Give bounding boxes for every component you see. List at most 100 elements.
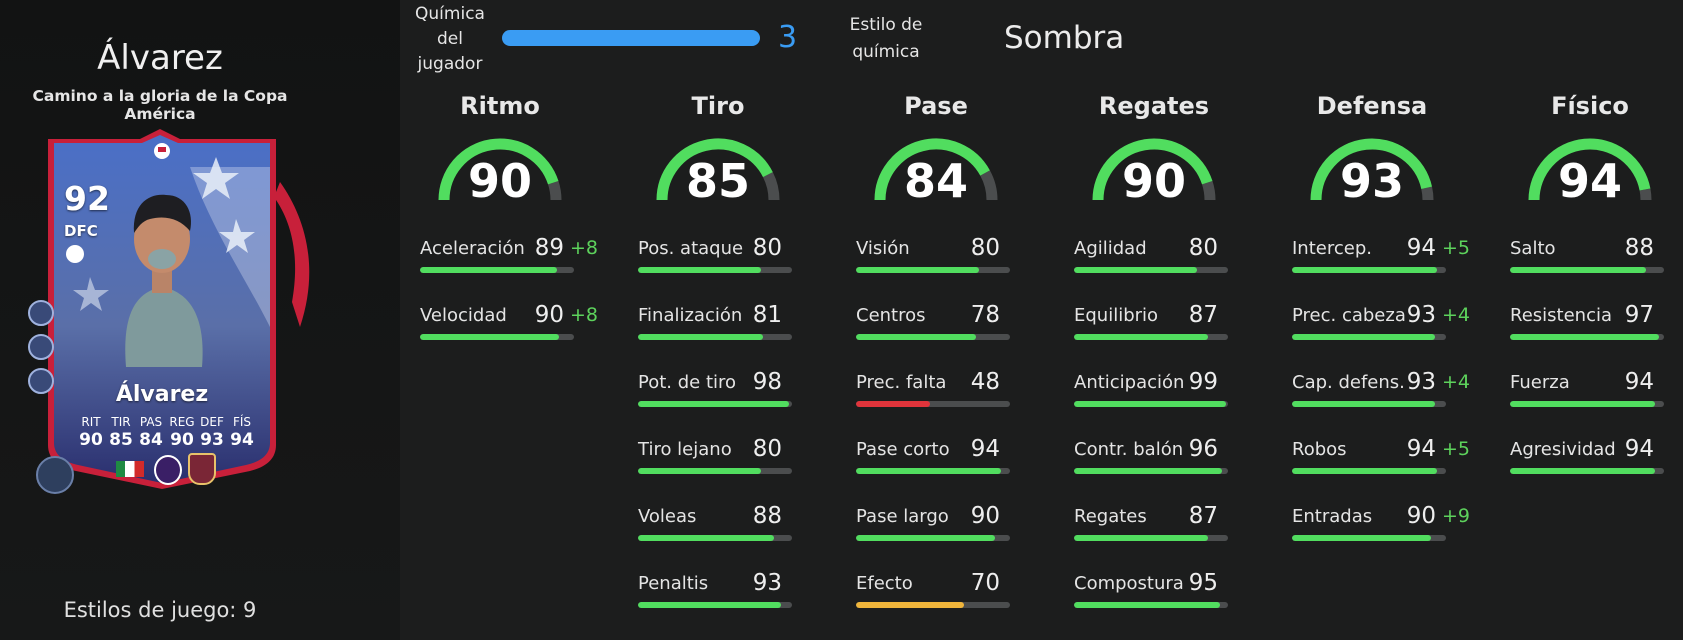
stat-value: 94 [1624, 436, 1654, 462]
category-gauge [874, 138, 998, 201]
card-stat-value: 93 [200, 430, 224, 450]
stat-value: 80 [1188, 235, 1218, 261]
stat-bar-fill [856, 602, 964, 608]
stat-row[interactable]: Compostura 95 [1064, 570, 1264, 613]
stat-row[interactable]: Visión 80 [846, 235, 1046, 278]
playstyle-icon[interactable] [28, 300, 54, 326]
stat-row[interactable]: Contr. balón 96 [1064, 436, 1264, 479]
gauge-track [980, 170, 998, 201]
stat-label: Robos [1292, 439, 1347, 460]
stat-bar-fill [420, 267, 558, 273]
stat-bar [1074, 267, 1228, 273]
stat-label: Salto [1510, 238, 1556, 259]
stat-bar-fill [638, 468, 762, 474]
stat-row[interactable]: Pase largo 90 [846, 503, 1046, 546]
stat-chemistry-boost: +5 [1442, 237, 1471, 259]
stat-chemistry-boost: +4 [1442, 371, 1471, 393]
category-gauge [438, 138, 562, 201]
category-rating: 93 [1339, 154, 1404, 208]
stat-bar [856, 334, 1010, 340]
card-stat-label: TIR [111, 415, 131, 429]
stat-bar [856, 267, 1010, 273]
stat-row[interactable]: Agresividad 94 [1500, 436, 1683, 479]
gauge-fill [438, 138, 559, 201]
stat-label: Pase largo [856, 506, 949, 527]
gauge-track [1201, 180, 1216, 201]
stat-bar-fill [856, 401, 930, 407]
stat-row[interactable]: Finalización 81 [628, 302, 828, 345]
stat-row[interactable]: Pase corto 94 [846, 436, 1046, 479]
stat-row[interactable]: Entradas 90 +9 [1282, 503, 1482, 546]
chemistry-style-value[interactable]: Sombra [1004, 20, 1125, 56]
stat-label: Efecto [856, 573, 913, 594]
stat-chemistry-boost: +9 [1442, 505, 1471, 527]
stat-value: 78 [970, 302, 1000, 328]
stat-bar [420, 334, 574, 340]
stat-row[interactable]: Intercep. 94 +5 [1282, 235, 1482, 278]
stat-row[interactable]: Aceleración 89 +8 [410, 235, 610, 278]
category-gauge [656, 138, 780, 201]
gauge-fill [1310, 138, 1433, 201]
category-rating: 85 [685, 154, 750, 208]
stat-bar-fill [1292, 401, 1436, 407]
gauge-track [762, 172, 780, 201]
stat-label: Agilidad [1074, 238, 1147, 259]
stat-bar [1292, 535, 1446, 541]
stat-bar [1510, 468, 1664, 474]
stat-value: 90 [1406, 503, 1436, 529]
stat-row[interactable]: Voleas 88 [628, 503, 828, 546]
stat-value: 94 [1624, 369, 1654, 395]
stat-label: Aceleración [420, 238, 525, 259]
stat-row[interactable]: Fuerza 94 [1500, 369, 1683, 412]
stat-bar [856, 602, 1010, 608]
stat-row[interactable]: Robos 94 +5 [1282, 436, 1482, 479]
stat-bar-fill [856, 535, 995, 541]
stat-row[interactable]: Equilibrio 87 [1064, 302, 1264, 345]
stat-row[interactable]: Velocidad 90 +8 [410, 302, 610, 345]
stat-label: Compostura [1074, 573, 1184, 594]
stat-label: Contr. balón [1074, 439, 1184, 460]
stat-label: Equilibrio [1074, 305, 1159, 326]
stat-bar [1074, 535, 1228, 541]
stat-row[interactable]: Efecto 70 [846, 570, 1046, 613]
stat-value: 80 [752, 235, 782, 261]
stat-row[interactable]: Salto 88 [1500, 235, 1683, 278]
stat-bar-fill [1292, 267, 1437, 273]
card-stat-label: PAS [139, 415, 163, 429]
stat-bar [856, 468, 1010, 474]
stat-row[interactable]: Prec. cabeza 93 +4 [1282, 302, 1482, 345]
gauge-fill [874, 138, 990, 201]
stat-row[interactable]: Pos. ataque 80 [628, 235, 828, 278]
stat-row[interactable]: Penaltis 93 [628, 570, 828, 613]
stat-category-column: Físico 94 Salto 88 Resistencia 97 Fuerza 94 Agre… [1500, 0, 1683, 640]
playstyle-icon[interactable] [28, 334, 54, 360]
stat-bar-fill [1074, 602, 1221, 608]
stat-row[interactable]: Cap. defens. 93 +4 [1282, 369, 1482, 412]
gauge-fill [1092, 138, 1213, 201]
stat-value: 93 [752, 570, 782, 596]
stat-row[interactable]: Pot. de tiro 98 [628, 369, 828, 412]
stat-bar [638, 468, 792, 474]
playstyle-icon[interactable] [28, 368, 54, 394]
card-stat-value: 94 [230, 430, 254, 450]
stat-value: 90 [970, 503, 1000, 529]
stat-bar-fill [856, 334, 977, 340]
stat-value: 93 [1406, 302, 1436, 328]
stat-value: 93 [1406, 369, 1436, 395]
stat-value: 90 [534, 302, 564, 328]
stat-category-column: Pase 84 Visión 80 Centros 78 Prec. falta 48 Pase… [846, 0, 1046, 640]
stat-row[interactable]: Anticipación 99 [1064, 369, 1264, 412]
stat-bar-fill [856, 468, 1001, 474]
stat-row[interactable]: Centros 78 [846, 302, 1046, 345]
stat-row[interactable]: Prec. falta 48 [846, 369, 1046, 412]
stat-bar [420, 267, 574, 273]
stat-label: Prec. falta [856, 372, 947, 393]
stat-category-column: Regates 90 Agilidad 80 Equilibrio 87 Anticipac… [1064, 0, 1264, 640]
player-card[interactable]: 92 DFC Álvarez RIT TIR PAS REG DEF FÍS 9… [30, 127, 316, 495]
stat-row[interactable]: Resistencia 97 [1500, 302, 1683, 345]
stat-row[interactable]: Agilidad 80 [1064, 235, 1264, 278]
stat-value: 80 [752, 436, 782, 462]
stat-row[interactable]: Tiro lejano 80 [628, 436, 828, 479]
stat-row[interactable]: Regates 87 [1064, 503, 1264, 546]
stat-chemistry-boost: +8 [570, 304, 599, 326]
